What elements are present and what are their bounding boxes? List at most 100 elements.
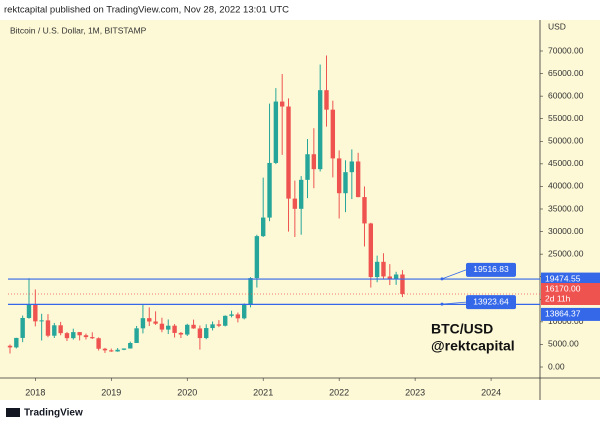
- candle-body: [197, 328, 203, 339]
- candle-body: [166, 325, 171, 330]
- x-tick-label: 2020: [177, 387, 197, 397]
- candle-body: [14, 337, 19, 348]
- price-tag-label: 19474.55: [545, 273, 581, 283]
- candle-body: [267, 162, 272, 218]
- price-tag: [541, 272, 600, 286]
- candle-body: [147, 318, 152, 322]
- y-tick-label: 50000.00: [548, 136, 584, 146]
- candle-body: [355, 161, 361, 198]
- x-tick-label: 2023: [405, 387, 425, 397]
- x-tick-label: 2021: [253, 387, 273, 397]
- candle-body: [393, 274, 399, 280]
- candle-body: [33, 304, 38, 322]
- candle-body: [368, 223, 374, 278]
- candle-body: [77, 332, 82, 336]
- candle-body: [52, 325, 57, 336]
- candle-body: [279, 101, 285, 107]
- candle-body: [330, 109, 336, 159]
- candle-body: [134, 328, 139, 343]
- time-axis: [0, 378, 600, 400]
- candle-body: [140, 318, 146, 329]
- candle-body: [273, 101, 279, 163]
- candle-body: [90, 337, 95, 339]
- y-tick-label: 55000.00: [548, 113, 584, 123]
- chart-title: Bitcoin / U.S. Dollar, 1M, BITSTAMP: [10, 25, 147, 35]
- price-tag: [541, 307, 600, 321]
- annotation-box: [466, 262, 516, 277]
- candle-body: [381, 261, 386, 277]
- y-tick-label: 70000.00: [548, 45, 584, 55]
- candle-body: [242, 304, 247, 319]
- watermark: @rektcapital: [431, 338, 515, 354]
- candle-body: [235, 314, 241, 319]
- candle-body: [64, 333, 70, 339]
- candle-body: [400, 274, 405, 295]
- brand: TradingView: [24, 408, 83, 419]
- candle-body: [216, 324, 222, 326]
- watermark: BTC/USD: [431, 321, 493, 337]
- candle-body: [185, 324, 190, 335]
- candle-body: [115, 349, 120, 352]
- candle-body: [153, 321, 158, 324]
- candle-body: [121, 348, 127, 350]
- annotation-arrow: [441, 301, 467, 305]
- candle-body: [261, 217, 266, 237]
- logo: [6, 408, 20, 417]
- candle-body: [109, 350, 114, 352]
- y-tick-label: 60000.00: [548, 90, 584, 100]
- publisher: rektcapital published on TradingView.com…: [4, 5, 289, 16]
- candle-body: [254, 236, 260, 279]
- candle-body: [172, 325, 177, 333]
- candle-body: [83, 335, 89, 338]
- y-tick-label: 0.00: [548, 361, 565, 371]
- candle-body: [349, 161, 355, 173]
- candle-body: [292, 198, 298, 209]
- candle-body: [26, 304, 32, 318]
- candle-body: [336, 158, 342, 194]
- candle-body: [298, 179, 304, 209]
- candle-body: [39, 320, 44, 322]
- y-tick-label: 10000.00: [548, 316, 584, 326]
- candle-body: [159, 323, 165, 330]
- annotation-point: [440, 302, 444, 306]
- candle-body: [343, 172, 348, 194]
- candle-body: [248, 278, 253, 305]
- candle-body: [191, 324, 196, 329]
- candle-body: [324, 90, 329, 110]
- countdown: 2d 11h: [545, 293, 571, 303]
- candle-body: [58, 325, 63, 334]
- candle-body: [229, 314, 234, 316]
- price-tag-label: 16170.00: [545, 283, 581, 293]
- candle-body: [311, 154, 317, 170]
- price-tag: [541, 283, 600, 306]
- candle-body: [223, 315, 228, 326]
- y-tick-label: 45000.00: [548, 158, 584, 168]
- candle-body: [286, 106, 291, 199]
- y-tick-label: 40000.00: [548, 181, 584, 191]
- x-tick-label: 2024: [481, 387, 501, 397]
- x-tick-label: 2018: [25, 387, 45, 397]
- x-tick-label: 2022: [329, 387, 349, 397]
- candle-body: [387, 276, 392, 280]
- price-tag-label: 13864.37: [545, 309, 581, 319]
- currency: USD: [548, 21, 566, 31]
- annotation-label: 13923.64: [473, 296, 509, 306]
- x-tick-label: 2019: [101, 387, 121, 397]
- y-tick-label: 30000.00: [548, 226, 584, 236]
- candle-body: [210, 324, 215, 329]
- candle-body: [305, 154, 310, 180]
- y-tick-label: 35000.00: [548, 203, 584, 213]
- annotation-arrow: [441, 269, 467, 280]
- y-tick-label: 65000.00: [548, 68, 584, 78]
- candle-body: [7, 345, 13, 348]
- annotation-box: [466, 295, 516, 310]
- candle-body: [178, 332, 184, 335]
- candle-body: [374, 261, 380, 278]
- candle-body: [71, 332, 76, 339]
- y-tick-label: 25000.00: [548, 248, 584, 258]
- candle-body: [96, 338, 101, 349]
- candle-body: [128, 342, 133, 349]
- candle-body: [45, 320, 51, 336]
- candle-body: [204, 328, 209, 339]
